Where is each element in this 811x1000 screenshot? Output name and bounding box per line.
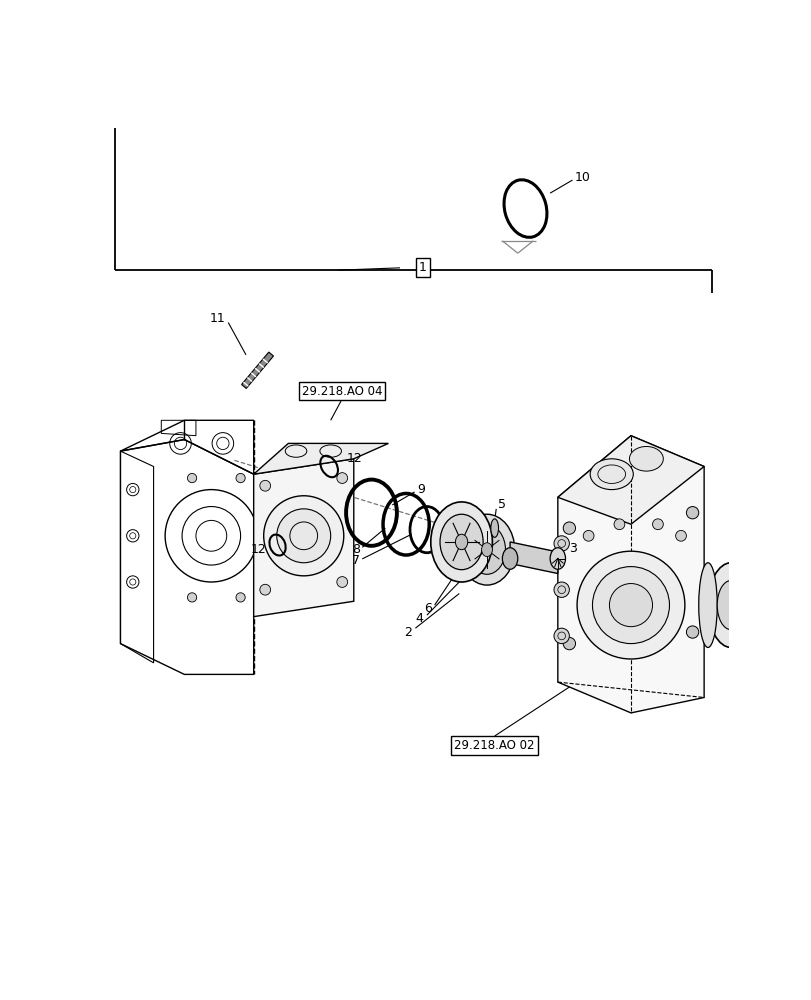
Polygon shape [253,443,388,474]
Ellipse shape [277,509,330,563]
Polygon shape [557,436,703,524]
Polygon shape [557,436,703,713]
Polygon shape [509,542,557,574]
Circle shape [337,577,347,587]
Text: 11: 11 [209,312,225,325]
Circle shape [553,536,569,551]
Ellipse shape [609,584,652,627]
Circle shape [613,519,624,530]
Ellipse shape [716,580,744,630]
Circle shape [685,507,698,519]
Text: 1: 1 [418,261,427,274]
Text: 3: 3 [569,542,577,555]
Text: 12: 12 [251,543,267,556]
Ellipse shape [431,502,491,582]
Circle shape [187,473,196,483]
Ellipse shape [550,548,564,569]
Ellipse shape [577,551,684,659]
Ellipse shape [455,534,467,550]
Ellipse shape [629,446,663,471]
Circle shape [563,637,575,650]
Text: 10: 10 [574,171,590,184]
Ellipse shape [264,496,343,576]
Text: 29.218.AO 02: 29.218.AO 02 [454,739,534,752]
Text: 9: 9 [417,483,425,496]
Text: 8: 8 [351,543,359,556]
Circle shape [236,473,245,483]
Ellipse shape [707,563,753,647]
Ellipse shape [590,459,633,490]
Circle shape [675,530,685,541]
Circle shape [187,593,196,602]
Circle shape [652,519,663,530]
Text: 29.218.AO 04: 29.218.AO 04 [302,385,382,398]
Text: 7: 7 [351,554,359,567]
Ellipse shape [770,597,783,617]
Polygon shape [253,459,354,617]
Ellipse shape [440,514,483,570]
Text: 12: 12 [346,452,363,465]
Circle shape [260,584,270,595]
Circle shape [260,480,270,491]
Text: 4: 4 [414,612,423,625]
Ellipse shape [490,519,498,537]
Circle shape [337,473,347,483]
Circle shape [582,530,594,541]
Circle shape [553,582,569,597]
Text: 5: 5 [497,498,505,512]
Circle shape [236,593,245,602]
Ellipse shape [459,514,514,585]
Circle shape [553,628,569,644]
Text: 6: 6 [423,602,431,615]
Circle shape [563,522,575,534]
Ellipse shape [481,543,491,557]
Ellipse shape [698,563,716,647]
Ellipse shape [592,567,668,644]
Circle shape [685,626,698,638]
Ellipse shape [468,525,505,574]
Polygon shape [241,352,273,388]
Ellipse shape [502,548,517,569]
Text: 2: 2 [403,626,411,639]
